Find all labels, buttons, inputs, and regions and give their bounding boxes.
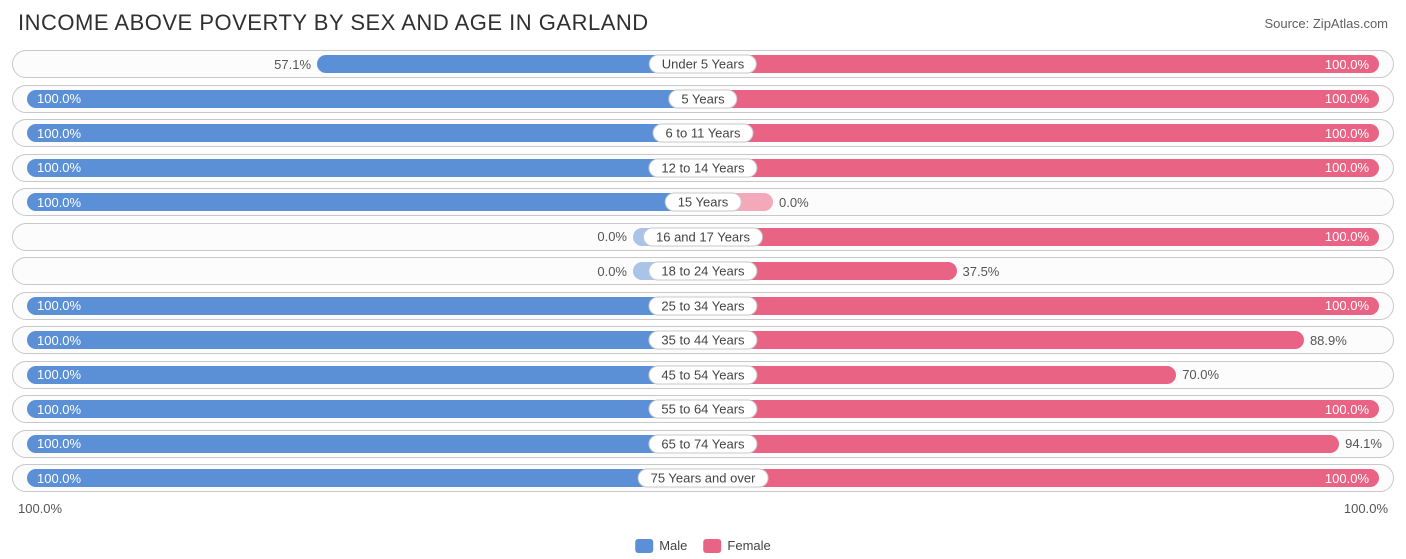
chart-row: 100.0%100.0%6 to 11 Years <box>12 119 1394 147</box>
legend: Male Female <box>635 538 771 553</box>
axis-left-label: 100.0% <box>18 501 62 516</box>
female-half: 100.0% <box>703 51 1393 77</box>
chart-row: 100.0%100.0%12 to 14 Years <box>12 154 1394 182</box>
female-bar: 100.0% <box>703 469 1379 487</box>
male-half: 0.0% <box>13 258 703 284</box>
source-label: Source: ZipAtlas.com <box>1264 16 1388 31</box>
female-half: 0.0% <box>703 189 1393 215</box>
male-half: 100.0% <box>13 155 703 181</box>
male-half: 100.0% <box>13 327 703 353</box>
category-label: 15 Years <box>665 193 742 212</box>
male-half: 100.0% <box>13 293 703 319</box>
male-bar: 100.0% <box>27 124 703 142</box>
category-label: 5 Years <box>668 89 737 108</box>
male-value-label: 0.0% <box>597 229 633 244</box>
female-half: 88.9% <box>703 327 1393 353</box>
category-label: Under 5 Years <box>649 55 757 74</box>
female-half: 100.0% <box>703 396 1393 422</box>
male-half: 100.0% <box>13 465 703 491</box>
legend-female-swatch <box>703 539 721 553</box>
chart-row: 57.1%100.0%Under 5 Years <box>12 50 1394 78</box>
female-value-label: 70.0% <box>1176 367 1219 382</box>
female-bar: 100.0% <box>703 400 1379 418</box>
category-label: 45 to 54 Years <box>648 365 757 384</box>
chart-title: INCOME ABOVE POVERTY BY SEX AND AGE IN G… <box>18 10 649 36</box>
male-bar: 100.0% <box>27 331 703 349</box>
female-half: 100.0% <box>703 120 1393 146</box>
female-bar: 100.0% <box>703 228 1379 246</box>
female-bar: 100.0% <box>703 90 1379 108</box>
male-half: 0.0% <box>13 224 703 250</box>
female-value-label: 0.0% <box>773 195 809 210</box>
female-half: 100.0% <box>703 465 1393 491</box>
legend-female-label: Female <box>727 538 770 553</box>
chart-row: 100.0%100.0%5 Years <box>12 85 1394 113</box>
chart-row: 100.0%100.0%75 Years and over <box>12 464 1394 492</box>
chart-row: 0.0% 37.5% 18 to 24 Years <box>12 257 1394 285</box>
chart-row: 100.0%88.9%35 to 44 Years <box>12 326 1394 354</box>
female-half: 100.0% <box>703 86 1393 112</box>
female-bar: 100.0% <box>703 159 1379 177</box>
legend-female: Female <box>703 538 770 553</box>
male-bar: 100.0% <box>27 193 703 211</box>
male-bar: 100.0% <box>27 159 703 177</box>
male-half: 100.0% <box>13 431 703 457</box>
chart-row: 100.0%100.0%25 to 34 Years <box>12 292 1394 320</box>
header: INCOME ABOVE POVERTY BY SEX AND AGE IN G… <box>0 0 1406 50</box>
female-value-label: 94.1% <box>1339 436 1382 451</box>
male-half: 57.1% <box>13 51 703 77</box>
chart-row: 100.0% 0.0% 15 Years <box>12 188 1394 216</box>
female-value-label: 88.9% <box>1304 333 1347 348</box>
category-label: 35 to 44 Years <box>648 331 757 350</box>
female-half: 94.1% <box>703 431 1393 457</box>
male-half: 100.0% <box>13 396 703 422</box>
male-half: 100.0% <box>13 362 703 388</box>
category-label: 12 to 14 Years <box>648 158 757 177</box>
male-bar: 57.1% <box>317 55 703 73</box>
male-bar: 100.0% <box>27 90 703 108</box>
legend-male-swatch <box>635 539 653 553</box>
male-value-label: 0.0% <box>597 264 633 279</box>
legend-male: Male <box>635 538 687 553</box>
category-label: 6 to 11 Years <box>653 124 754 143</box>
male-bar: 100.0% <box>27 469 703 487</box>
male-bar: 100.0% <box>27 435 703 453</box>
chart-row: 100.0%70.0%45 to 54 Years <box>12 361 1394 389</box>
female-bar: 100.0% <box>703 124 1379 142</box>
male-bar: 100.0% <box>27 400 703 418</box>
male-half: 100.0% <box>13 189 703 215</box>
female-bar: 88.9% <box>703 331 1304 349</box>
chart-row: 100.0%94.1%65 to 74 Years <box>12 430 1394 458</box>
female-bar: 94.1% <box>703 435 1339 453</box>
female-half: 100.0% <box>703 293 1393 319</box>
female-half: 100.0% <box>703 155 1393 181</box>
female-half: 37.5% <box>703 258 1393 284</box>
category-label: 65 to 74 Years <box>648 434 757 453</box>
female-bar: 100.0% <box>703 297 1379 315</box>
male-bar: 100.0% <box>27 366 703 384</box>
male-bar: 100.0% <box>27 297 703 315</box>
butterfly-chart: 57.1%100.0%Under 5 Years100.0%100.0%5 Ye… <box>0 50 1406 492</box>
category-label: 25 to 34 Years <box>648 296 757 315</box>
axis-right-label: 100.0% <box>1344 501 1388 516</box>
chart-row: 100.0%100.0%55 to 64 Years <box>12 395 1394 423</box>
female-value-label: 37.5% <box>957 264 1000 279</box>
category-label: 18 to 24 Years <box>648 262 757 281</box>
female-half: 70.0% <box>703 362 1393 388</box>
category-label: 55 to 64 Years <box>648 400 757 419</box>
female-bar: 70.0% <box>703 366 1176 384</box>
x-axis: 100.0% 100.0% <box>0 499 1406 516</box>
male-half: 100.0% <box>13 120 703 146</box>
category-label: 75 Years and over <box>638 469 769 488</box>
legend-male-label: Male <box>659 538 687 553</box>
male-value-label: 57.1% <box>274 57 317 72</box>
chart-row: 0.0% 100.0%16 and 17 Years <box>12 223 1394 251</box>
female-bar: 100.0% <box>703 55 1379 73</box>
category-label: 16 and 17 Years <box>643 227 763 246</box>
female-half: 100.0% <box>703 224 1393 250</box>
male-half: 100.0% <box>13 86 703 112</box>
